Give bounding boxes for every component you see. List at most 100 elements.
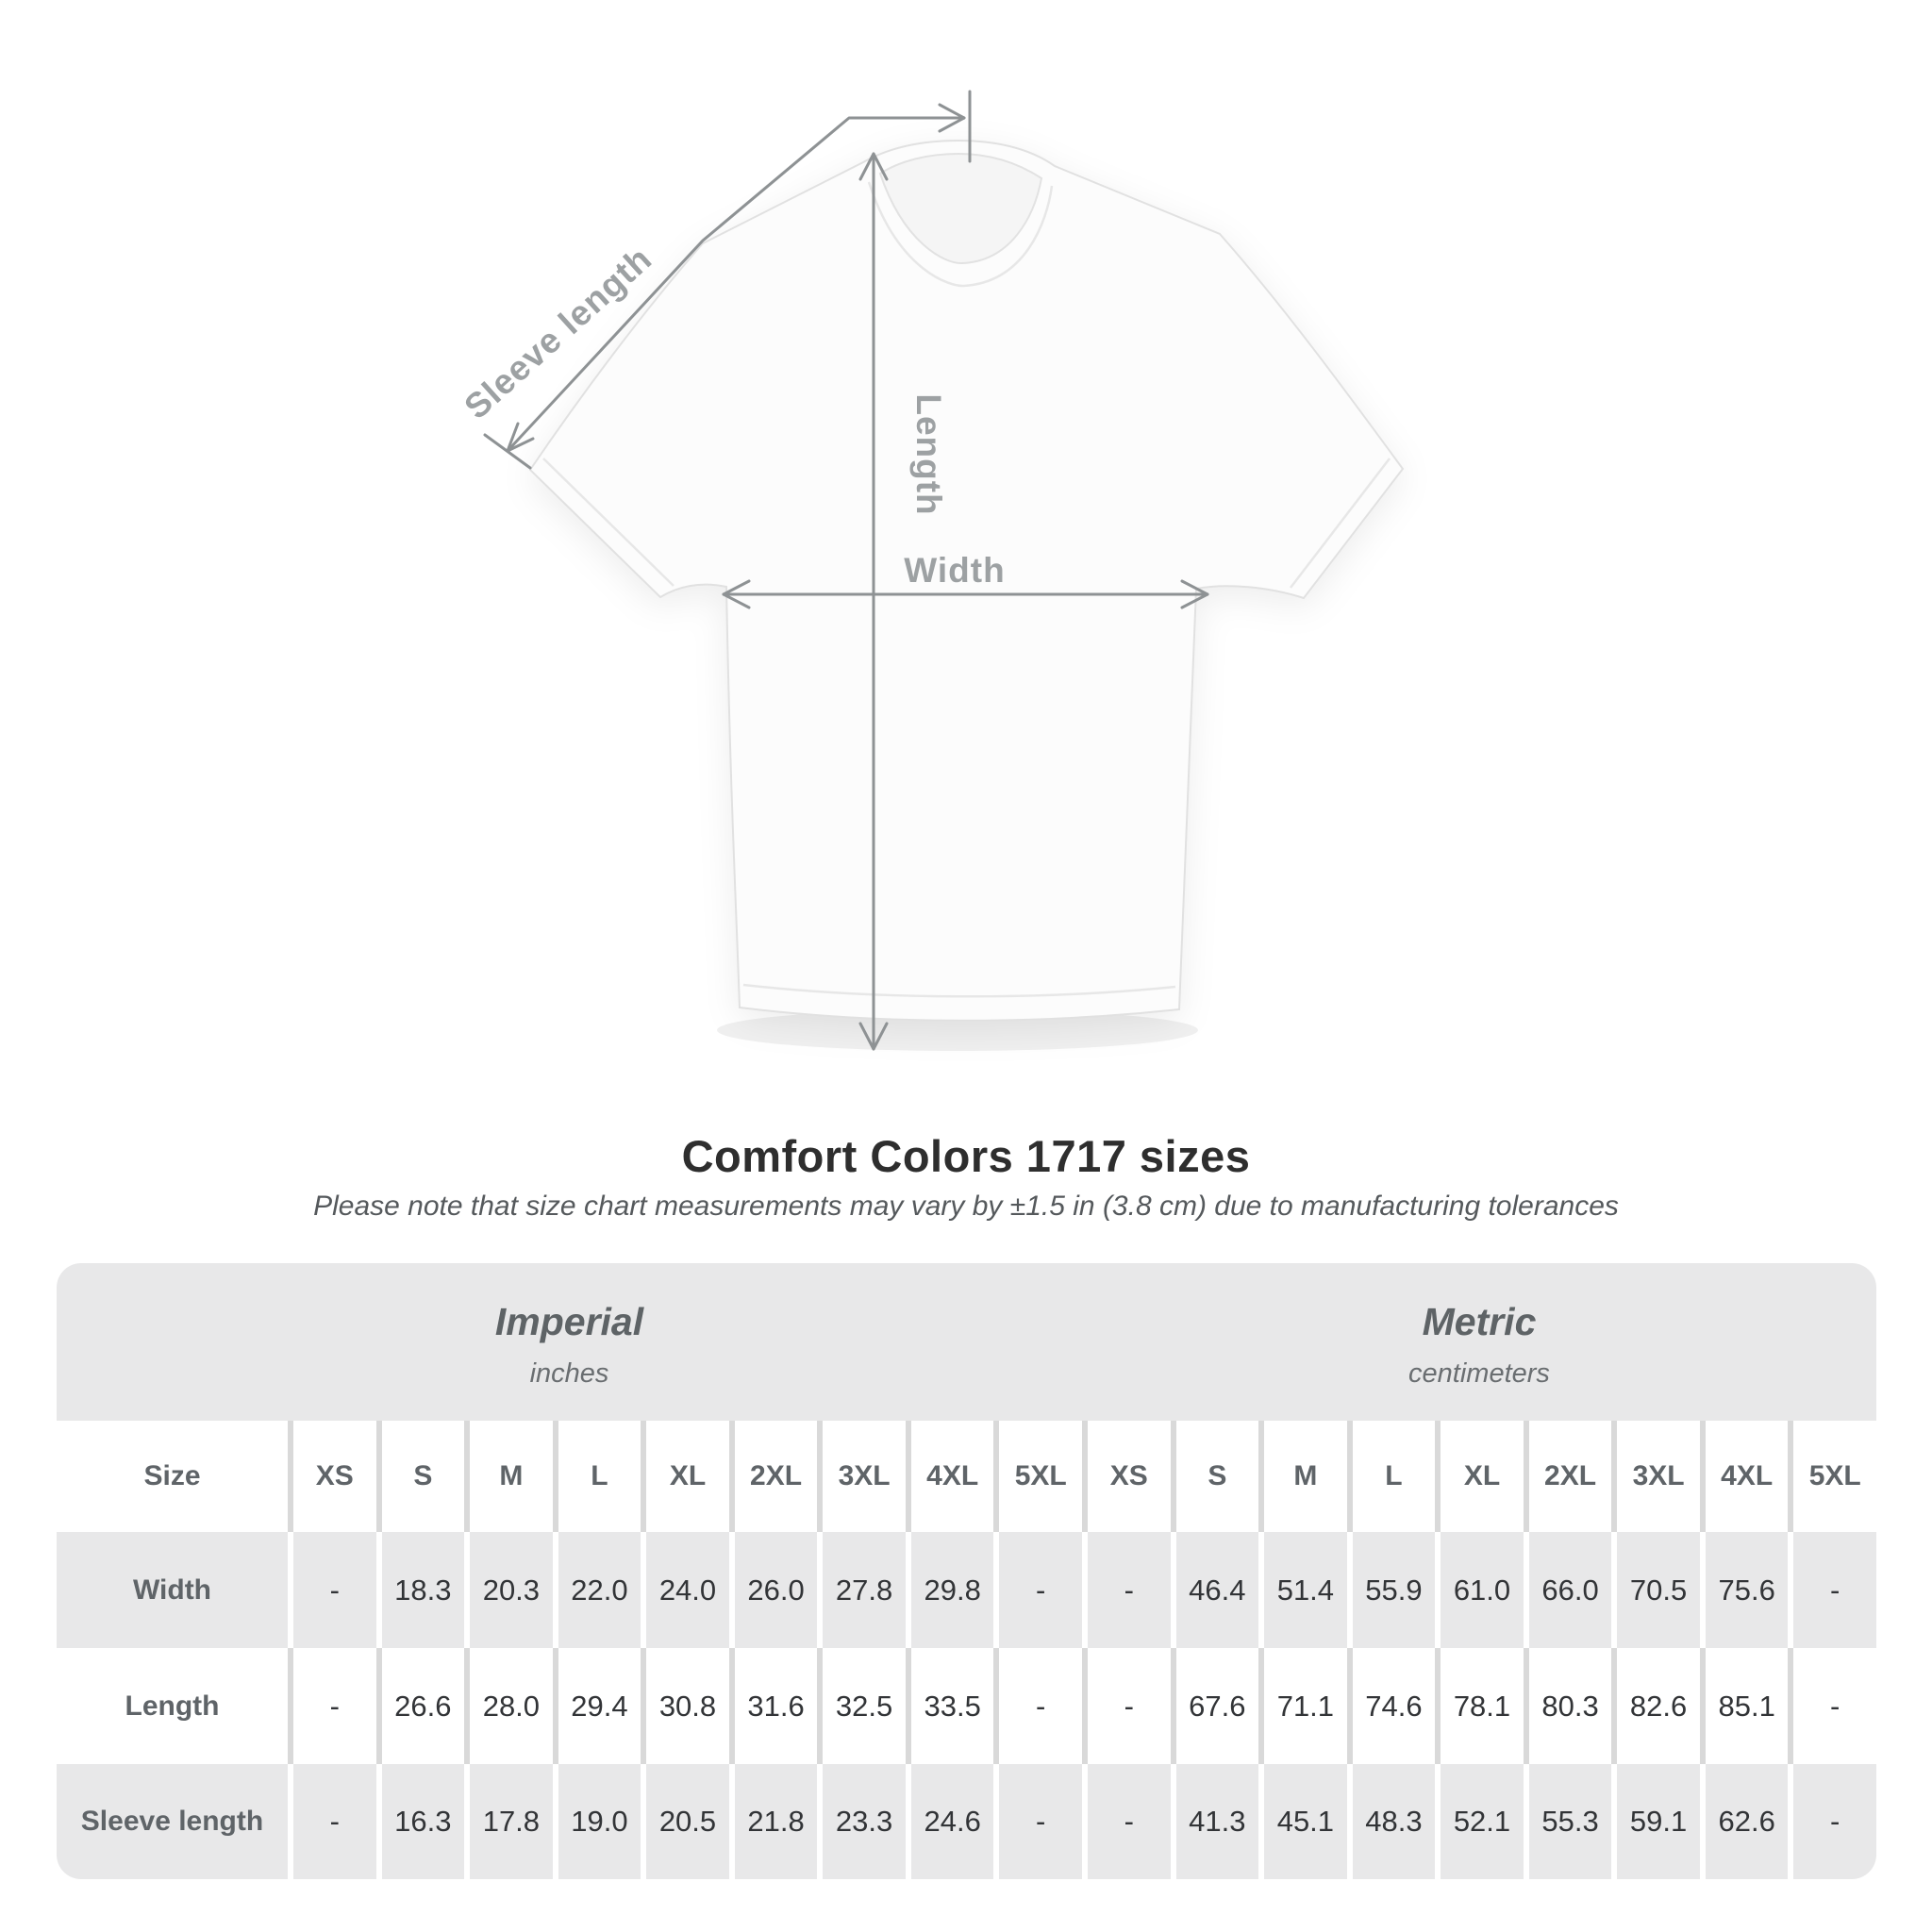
tshirt-image [528,139,1405,1022]
size-col-header: 2XL [734,1421,818,1532]
table-cell: 18.3 [381,1532,465,1648]
table-cell: 41.3 [1175,1764,1259,1879]
size-table: Imperial inches Metric centimeters Size … [57,1263,1876,1879]
imperial-group-unit: inches [529,1357,609,1389]
table-cell: 45.1 [1264,1764,1347,1879]
table-cell: - [1088,1648,1171,1764]
shirt-body [528,139,1405,1022]
table-cell: 24.0 [646,1532,729,1648]
table-cell: - [293,1532,376,1648]
width-arrowhead-left [722,579,751,609]
size-col-header: XL [1441,1421,1524,1532]
table-cell: 55.3 [1528,1764,1612,1879]
imperial-group-header: Imperial inches [57,1263,1082,1421]
left-cuff-stitch [542,458,675,587]
table-cell: 55.9 [1352,1532,1436,1648]
table-cell: 22.0 [558,1532,641,1648]
size-col-header: 5XL [999,1421,1082,1532]
tshirt-measurement-diagram: Sleeve length Length Width [457,90,1405,1051]
imperial-group-label: Imperial [494,1300,644,1344]
table-cell: 26.6 [381,1648,465,1764]
table-cell: 46.4 [1175,1532,1259,1648]
row-label-length: Length [57,1648,288,1764]
metric-group-unit: centimeters [1408,1357,1550,1389]
table-cell: 66.0 [1528,1532,1612,1648]
table-cell: - [999,1648,1082,1764]
size-col-header: 3XL [823,1421,906,1532]
size-header-row: Size XS S M L XL 2XL 3XL 4XL 5XL XS S M L XL 2XL 3XL 4XL… [57,1421,1876,1532]
size-col-header: S [1175,1421,1259,1532]
sleeve-length-arrowhead-right [938,103,966,133]
metric-group-header: Metric centimeters [1082,1263,1876,1421]
width-label: Width [904,551,1005,590]
table-cell: - [1793,1764,1876,1879]
table-cell: 29.8 [910,1532,994,1648]
table-cell: 70.5 [1617,1532,1700,1648]
table-cell: - [1793,1532,1876,1648]
table-cell: - [293,1764,376,1879]
table-cell: 28.0 [470,1648,553,1764]
sleeve-length-line [506,116,966,453]
size-col-header: M [1264,1421,1347,1532]
table-cell: 21.8 [734,1764,818,1879]
table-row-length: Length -26.6 28.0 29.4 30.8 31.6 32.5 33.5- -67… [57,1648,1876,1764]
table-cell: 24.6 [910,1764,994,1879]
size-column-header: Size [57,1421,288,1532]
table-cell: 30.8 [646,1648,729,1764]
hem-stitch [742,983,1176,998]
page-title: Comfort Colors 1717 sizes [681,1131,1251,1181]
collar-seam [867,181,1054,288]
size-col-header: 5XL [1793,1421,1876,1532]
table-cell: 20.5 [646,1764,729,1879]
row-label-sleeve-length: Sleeve length [57,1764,288,1879]
unit-group-band: Imperial inches Metric centimeters [57,1263,1876,1421]
length-arrowhead-bottom [858,1022,889,1051]
table-cell: 27.8 [823,1532,906,1648]
table-cell: 29.4 [558,1648,641,1764]
table-cell: 51.4 [1264,1532,1347,1648]
table-cell: 74.6 [1352,1648,1436,1764]
sleeve-length-end-tick [483,433,532,470]
row-label-width: Width [57,1532,288,1648]
width-arrowhead-right [1180,579,1209,609]
table-cell: 26.0 [734,1532,818,1648]
size-col-header: XL [646,1421,729,1532]
size-col-header: L [558,1421,641,1532]
tshirt-diagram-svg: Sleeve length Length Width [457,90,1405,1051]
size-col-header: S [381,1421,465,1532]
metric-group-label: Metric [1422,1300,1537,1344]
table-cell: - [293,1648,376,1764]
length-arrowhead-top [858,152,889,181]
table-cell: 59.1 [1617,1764,1700,1879]
size-col-header: M [470,1421,553,1532]
table-cell: - [1088,1764,1171,1879]
right-cuff-stitch [1290,458,1391,589]
shirt-ground-shadow [717,1009,1198,1051]
table-cell: 61.0 [1441,1532,1524,1648]
table-cell: 75.6 [1705,1532,1789,1648]
length-label: Length [909,393,948,515]
table-cell: 62.6 [1705,1764,1789,1879]
table-row-sleeve-length: Sleeve length -16.3 17.8 19.0 20.5 21.8 23.3 2… [57,1764,1876,1879]
table-cell: - [999,1764,1082,1879]
table-cell: 48.3 [1352,1764,1436,1879]
table-cell: 82.6 [1617,1648,1700,1764]
table-cell: 80.3 [1528,1648,1612,1764]
table-cell: 33.5 [910,1648,994,1764]
table-cell: 71.1 [1264,1648,1347,1764]
table-row-width: Width -18.3 20.3 22.0 24.0 26.0 27.8 29.8- -46.… [57,1532,1876,1648]
size-col-header: 2XL [1528,1421,1612,1532]
table-cell: 85.1 [1705,1648,1789,1764]
table-cell: 67.6 [1175,1648,1259,1764]
table-cell: 31.6 [734,1648,818,1764]
table-cell: 16.3 [381,1764,465,1879]
table-cell: 19.0 [558,1764,641,1879]
table-cell: - [999,1532,1082,1648]
measurement-lines [483,90,1209,1051]
table-cell: 20.3 [470,1532,553,1648]
table-cell: 78.1 [1441,1648,1524,1764]
table-cell: - [1793,1648,1876,1764]
tolerance-note: Please note that size chart measurements… [313,1191,1619,1222]
table-cell: - [1088,1532,1171,1648]
